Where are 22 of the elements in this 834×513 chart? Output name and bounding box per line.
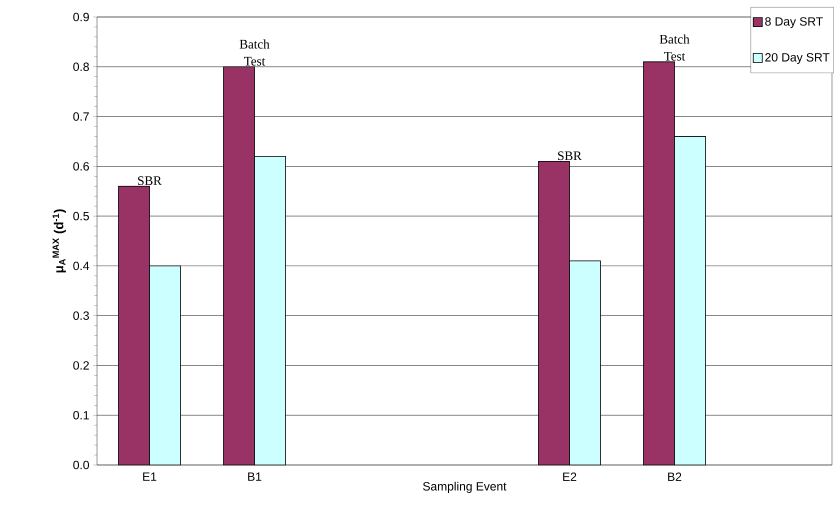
x-tick-label: B1 [248, 472, 262, 481]
y-tick-label: 0.1 [73, 410, 89, 420]
y-tick-label: 0.6 [73, 162, 89, 171]
annotation: SBR [558, 151, 582, 160]
x-axis-title: Sampling Event [423, 482, 506, 493]
annotation: SBR [138, 176, 162, 186]
y-tick-label: 0.4 [73, 262, 90, 270]
legend-label: 20 Day SRT [765, 53, 830, 64]
x-tick-label: B2 [668, 472, 682, 481]
x-tick-label: E1 [143, 472, 156, 481]
legend-label: 8 Day SRT [765, 17, 823, 28]
y-axis-title: μ$_{A}$$^{MAX}$ (d$^{-1}$) [52, 209, 66, 272]
y-tick-label: 0.0 [73, 460, 90, 470]
y-tick-label: 0.7 [73, 112, 89, 121]
y-tick-label: 0.2 [73, 361, 89, 370]
annotation: Batch Test [660, 34, 690, 61]
y-tick-label: 0.5 [73, 212, 89, 220]
y-tick-label: 0.9 [73, 12, 89, 22]
x-tick-label: E2 [563, 472, 576, 481]
y-tick-label: 0.3 [73, 311, 89, 320]
y-tick-label: 0.8 [73, 62, 89, 72]
annotation: Batch Test [240, 39, 270, 66]
